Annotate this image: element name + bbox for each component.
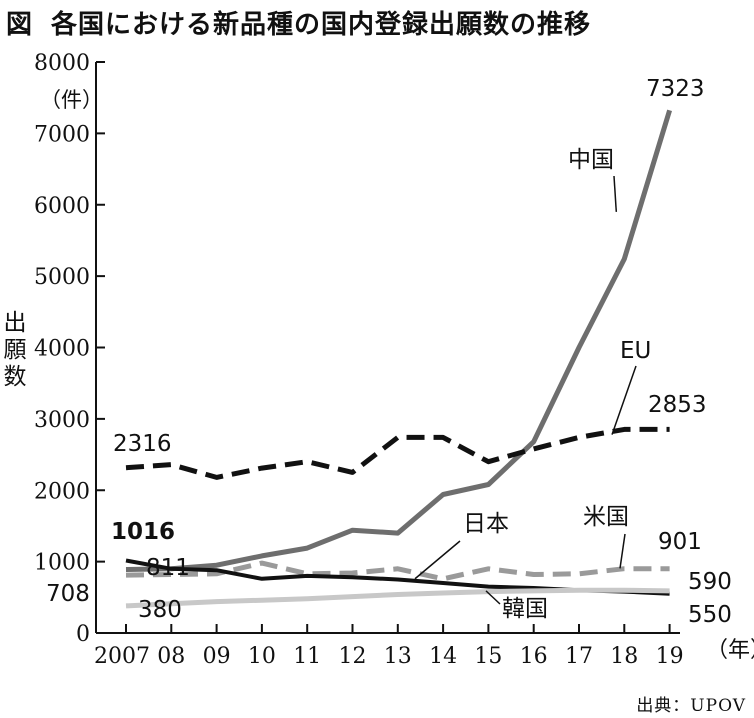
figure-prefix: 図 [6,10,34,40]
series-lines [125,109,672,609]
data-label-EU-start: 2316 [113,431,172,457]
data-label-米国-start: 811 [146,555,190,581]
data-label-EU-end: 2853 [648,392,707,418]
data-label-日本-start: 1016 [111,519,175,545]
leader-line-EU [611,365,637,435]
leader-line-日本 [414,540,461,580]
y-tick-label: 7000 [34,122,90,147]
series-name-米国: 米国 [583,504,629,530]
series-line-EU [125,426,670,480]
x-unit-label: （年） [706,638,754,663]
x-tick-label: 10 [248,644,276,669]
x-tick-label: 18 [610,644,638,669]
leader-line-韓国 [485,590,501,605]
x-tick-label: 2007 [94,644,150,669]
y-tick-label: 2000 [34,479,90,504]
x-tick-label: 09 [203,644,231,669]
leader-line-中国 [613,175,618,212]
chart-title: 図各国における新品種の国内登録出願数の推移 [6,4,591,41]
series-line-米国 [125,560,670,582]
title-text: 各国における新品種の国内登録出願数の推移 [51,10,592,40]
tick-labels: 0 1000 2000 3000 4000 5000 6000 7000 8000 2007 08 0… [34,51,754,669]
y-tick-label: 0 [76,622,90,647]
data-label-韓国-end: 590 [688,569,732,595]
x-tick-label: 19 [656,644,684,669]
y-tick-label: 8000 [34,51,90,76]
data-label-extra: 708 [46,581,90,607]
y-tick-label: 3000 [34,408,90,433]
y-tick-label: 6000 [34,194,90,219]
y-axis-label: 出願数 [3,310,27,390]
x-tick-label: 13 [384,644,412,669]
data-label-米国-end: 901 [658,529,702,555]
series-line-中国 [125,109,672,572]
series-line-韓国 [125,587,670,609]
x-tick-label: 08 [157,644,185,669]
data-label-日本-end: 550 [688,602,732,628]
x-tick-label: 14 [429,644,457,669]
x-tick-label: 17 [565,644,593,669]
y-tick-label: 1000 [34,551,90,576]
series-name-EU: EU [620,338,651,364]
source-note: 出典：UPOV [636,696,746,716]
x-tick-label: 16 [520,644,548,669]
leader-line-米国 [619,533,626,569]
y-tick-label: 5000 [34,265,90,290]
axes [95,61,680,634]
x-tick-label: 15 [474,644,502,669]
x-tick-label: 11 [293,644,321,669]
y-tick-label: 4000 [34,337,90,362]
x-tick-label: 12 [339,644,367,669]
data-label-韓国-start: 380 [138,597,182,623]
y-unit-label: （件） [40,88,103,112]
series-name-韓国: 韓国 [502,596,548,622]
series-name-中国: 中国 [568,147,614,173]
series-name-日本: 日本 [463,511,509,537]
data-label-中国-end: 7323 [646,76,705,102]
